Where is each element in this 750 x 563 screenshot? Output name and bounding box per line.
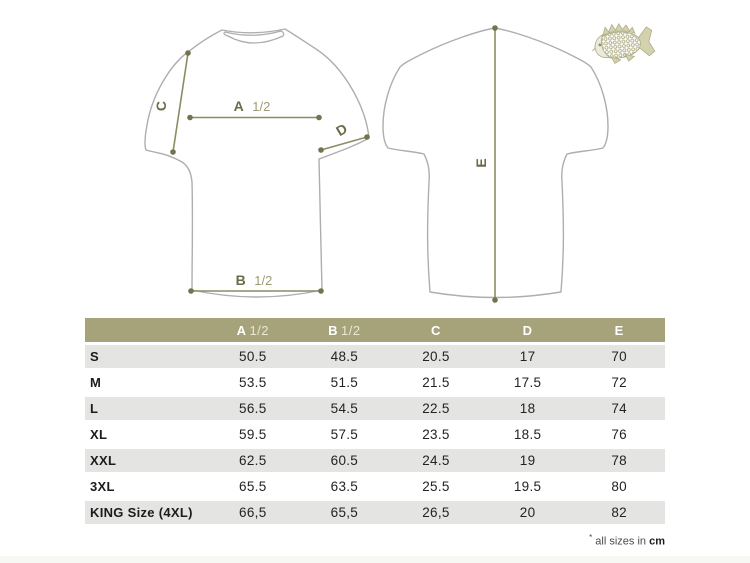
header-fraction: 1/2: [341, 322, 361, 338]
measurement-value: 17.5: [513, 375, 542, 390]
measurement-value: 51.5: [330, 375, 359, 390]
carp-fish-icon: [592, 23, 656, 64]
header-col-D: D: [482, 323, 574, 338]
measurement-value: 78: [611, 453, 627, 468]
label-A-half: A 1/2: [234, 98, 271, 115]
label-C: C: [153, 101, 169, 111]
size-label: S: [90, 349, 99, 364]
measurement-value: 25.5: [422, 479, 450, 494]
header-col-C: C: [390, 323, 482, 338]
measurement-value: 74: [611, 401, 627, 416]
footnote-text: all sizes in: [592, 535, 650, 548]
footnote: * all sizes in cm: [589, 533, 665, 548]
measurement-value: 54.5: [330, 401, 359, 416]
measurement-value: 76: [611, 427, 627, 442]
header-col-B: B 1/2: [299, 323, 391, 338]
header-letter: C: [431, 322, 441, 338]
measurement-value: 66,5: [239, 505, 267, 520]
size-table: A 1/2 B 1/2 C D E S 50.5 48.5 20.5 17 70 M 53.5 51…: [85, 318, 665, 527]
table-header-row: A 1/2 B 1/2 C D E: [85, 318, 665, 345]
table-row: XL 59.5 57.5 23.5 18.5 76: [85, 423, 665, 449]
size-label: KING Size (4XL): [90, 505, 193, 520]
measurement-value: 80: [611, 479, 627, 494]
table-row: KING Size (4XL) 66,5 65,5 26,5 20 82: [85, 501, 665, 527]
size-table-body: S 50.5 48.5 20.5 17 70 M 53.5 51.5 21.5 17.5 72 L 56.…: [85, 345, 665, 527]
table-row: S 50.5 48.5 20.5 17 70: [85, 345, 665, 371]
measurement-value: 50.5: [239, 349, 267, 364]
measurement-value: 65,5: [330, 505, 359, 520]
measurement-value: 17: [519, 349, 536, 364]
size-label: M: [90, 375, 102, 390]
table-row: XXL 62.5 60.5 24.5 19 78: [85, 449, 665, 475]
measurement-value: 22.5: [422, 401, 450, 416]
label-B-half: B 1/2: [236, 272, 273, 289]
footnote-unit: cm: [649, 535, 665, 548]
footnote-asterisk: *: [589, 533, 593, 542]
collar: [223, 30, 285, 44]
measurement-value: 23.5: [422, 427, 450, 442]
header-letter: D: [522, 322, 533, 338]
measurement-value: 59.5: [239, 427, 267, 442]
measurement-value: 26,5: [422, 505, 450, 520]
header-fraction: 1/2: [249, 322, 270, 338]
measurement-value: 20: [519, 505, 536, 520]
measurement-value: 70: [611, 349, 627, 364]
size-label: L: [90, 401, 99, 416]
header-col-A: A 1/2: [207, 323, 299, 338]
measurement-value: 82: [611, 505, 627, 520]
measurement-value: 60.5: [330, 453, 359, 468]
measurement-value: 53.5: [239, 375, 267, 390]
measurement-value: 19.5: [513, 479, 542, 494]
measure-line-D: [320, 136, 368, 151]
measure-line-C: [172, 52, 189, 153]
size-label: XL: [90, 427, 108, 442]
table-row: 3XL 65.5 63.5 25.5 19.5 80: [85, 475, 665, 501]
measurement-value: 20.5: [422, 349, 450, 364]
measurement-value: 19: [519, 453, 536, 468]
measurement-diagram: A 1/2 B 1/2 C D E: [144, 23, 656, 303]
measurement-endpoints: [170, 25, 498, 303]
label-E: E: [473, 158, 489, 167]
size-label: XXL: [90, 453, 117, 468]
header-col-E: E: [573, 323, 665, 338]
measurement-value: 48.5: [330, 349, 359, 364]
measurement-value: 24.5: [422, 453, 450, 468]
table-row: M 53.5 51.5 21.5 17.5 72: [85, 371, 665, 397]
table-row: L 56.5 54.5 22.5 18 74: [85, 397, 665, 423]
header-letter: E: [614, 322, 624, 338]
size-label: 3XL: [90, 479, 115, 494]
header-letter: A: [236, 322, 247, 338]
bottom-strip: [0, 556, 750, 563]
measurement-value: 18: [519, 401, 536, 416]
measurement-value: 63.5: [330, 479, 359, 494]
measurement-value: 62.5: [239, 453, 267, 468]
measurement-value: 72: [611, 375, 627, 390]
measurement-value: 56.5: [239, 401, 267, 416]
measurement-value: 18.5: [513, 427, 542, 442]
measurement-value: 21.5: [422, 375, 450, 390]
front-shirt-outline: [144, 28, 370, 298]
measurement-value: 65.5: [239, 479, 267, 494]
measurement-value: 57.5: [330, 427, 359, 442]
header-letter: B: [328, 322, 339, 338]
measurement-lines: [172, 28, 496, 300]
